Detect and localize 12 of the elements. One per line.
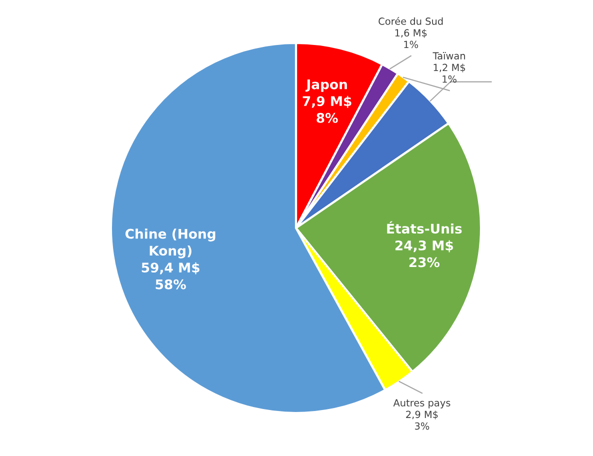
slice-label: Chine (Hong Kong) [125, 228, 216, 258]
data-label: 7,9 M$ 8% [302, 96, 352, 123]
slice-label: Taïwan [432, 52, 465, 60]
data-label: 1,2 M$ 1% [434, 64, 466, 83]
slice-label: Autres pays [393, 399, 450, 408]
data-label: 1,6 M$ 1% [395, 29, 427, 48]
slice-label: États-Unis [387, 221, 462, 234]
slice-label: Japon [305, 80, 347, 92]
data-label: 59,4 M$ 58% [142, 262, 200, 290]
data-label: 24,3 M$ 23% [395, 240, 453, 268]
data-label: 2,9 M$ 3% [406, 410, 438, 430]
slice-label: Corée du Sud [378, 16, 443, 25]
